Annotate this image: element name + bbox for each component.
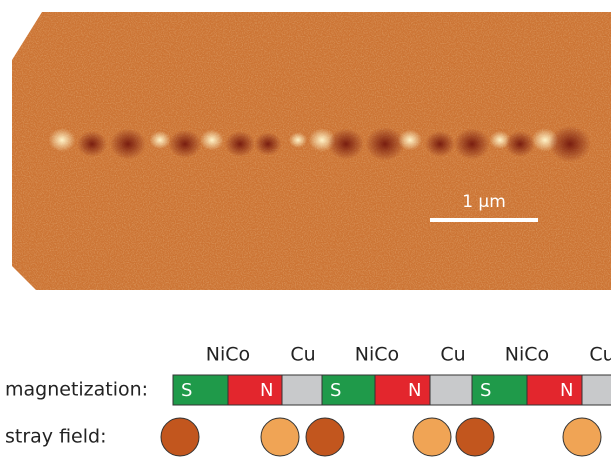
material-label: NiCo — [355, 344, 399, 366]
segment-label: S — [181, 380, 192, 401]
material-label: NiCo — [505, 344, 549, 366]
segment — [374, 374, 431, 406]
segment-label: N — [408, 380, 421, 401]
segment — [429, 374, 473, 406]
magnetic-spot — [254, 132, 282, 156]
segment-label: N — [260, 380, 273, 401]
magnetic-spot — [365, 127, 405, 161]
material-label: Cu — [589, 344, 611, 366]
row-label: stray field: — [5, 426, 107, 448]
magnetic-spot — [110, 128, 146, 160]
magnetic-spot — [77, 131, 107, 157]
magnetic-spot — [505, 131, 535, 157]
mfm-image — [12, 12, 611, 290]
segment-label: N — [560, 380, 573, 401]
scale-label: 1 μm — [462, 192, 506, 212]
segment-label: S — [330, 380, 341, 401]
segment — [526, 374, 583, 406]
segment — [321, 374, 376, 406]
segment — [172, 374, 229, 406]
stray-field-pole — [260, 417, 300, 457]
magnetic-spot — [398, 129, 422, 151]
material-label: Cu — [440, 344, 465, 366]
stray-field-pole — [562, 417, 602, 457]
stray-field-pole — [412, 417, 452, 457]
material-label: Cu — [290, 344, 315, 366]
segment-label: S — [480, 380, 491, 401]
magnetic-spot — [149, 130, 171, 150]
magnetic-spot — [425, 131, 455, 157]
magnetic-spot — [289, 132, 307, 148]
stray-field-pole — [455, 417, 495, 457]
segment — [581, 374, 611, 406]
segment — [471, 374, 528, 406]
magnetic-spot — [48, 128, 76, 152]
stray-field-pole — [160, 417, 200, 457]
segment — [227, 374, 283, 406]
magnetic-spot — [225, 131, 255, 157]
row-label: magnetization: — [5, 379, 148, 401]
material-label: NiCo — [206, 344, 250, 366]
magnetic-spot — [549, 125, 591, 163]
magnetic-spot — [200, 129, 224, 151]
magnetic-spot — [454, 128, 490, 160]
magnetic-spot — [168, 129, 202, 159]
magnetic-spot — [328, 128, 364, 160]
stray-field-pole — [305, 417, 345, 457]
segment — [281, 374, 323, 406]
